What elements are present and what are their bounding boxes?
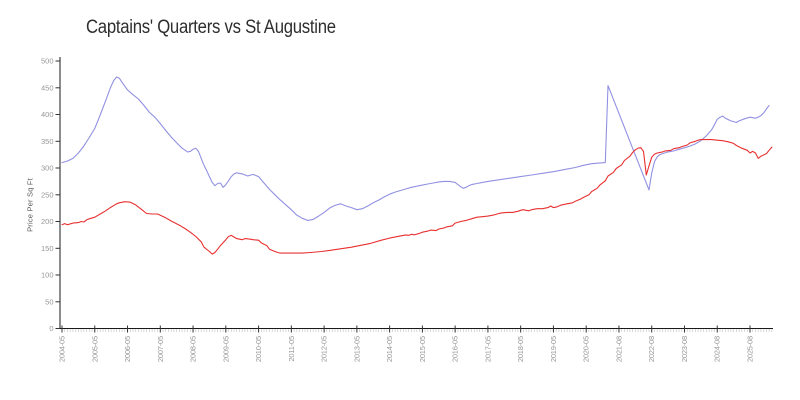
x-tick-label: 2025-08 — [746, 336, 755, 362]
x-tick-label: 2007-05 — [156, 336, 165, 362]
y-tick-label: 500 — [41, 57, 54, 66]
y-tick-label: 200 — [41, 217, 54, 226]
x-tick-label: 2008-05 — [189, 336, 198, 362]
x-tick-label: 2022-08 — [647, 336, 656, 362]
y-tick-label: 50 — [45, 297, 53, 306]
x-tick-label: 2010-05 — [254, 336, 263, 362]
y-tick-label: 100 — [41, 271, 54, 280]
x-tick-label: 2019-05 — [549, 336, 558, 362]
y-tick-label: 350 — [41, 137, 54, 146]
x-tick-label: 2024-08 — [713, 336, 722, 362]
x-tick-label: 2018-05 — [516, 336, 525, 362]
x-tick-label: 2021-08 — [615, 336, 624, 362]
series-line-st-augustine — [61, 139, 773, 255]
x-tick-label: 2014-05 — [385, 336, 394, 362]
x-tick-label: 2012-05 — [320, 336, 329, 362]
chart-title: Captains' Quarters vs St Augustine — [86, 17, 336, 38]
x-tick-label: 2005-05 — [90, 336, 99, 362]
x-tick-label: 2011-05 — [287, 336, 296, 362]
x-tick-label: 2020-05 — [582, 336, 591, 362]
y-tick-label: 150 — [41, 244, 54, 253]
x-tick-label: 2016-05 — [451, 336, 460, 362]
series-line-captains-quarters — [61, 76, 770, 221]
x-tick-label: 2006-05 — [123, 336, 132, 362]
y-tick-label: 250 — [41, 190, 54, 199]
y-tick-label: 0 — [49, 324, 53, 333]
x-tick-label: 2004-05 — [58, 336, 67, 362]
x-tick-label: 2015-05 — [418, 336, 427, 362]
x-tick-label: 2013-05 — [352, 336, 361, 362]
x-tick-label: 2023-08 — [680, 336, 689, 362]
y-tick-label: 400 — [41, 110, 54, 119]
x-tick-label: 2017-05 — [483, 336, 492, 362]
y-tick-label: 300 — [41, 164, 54, 173]
y-tick-label: 450 — [41, 83, 54, 92]
x-tick-label: 2009-05 — [221, 336, 230, 362]
